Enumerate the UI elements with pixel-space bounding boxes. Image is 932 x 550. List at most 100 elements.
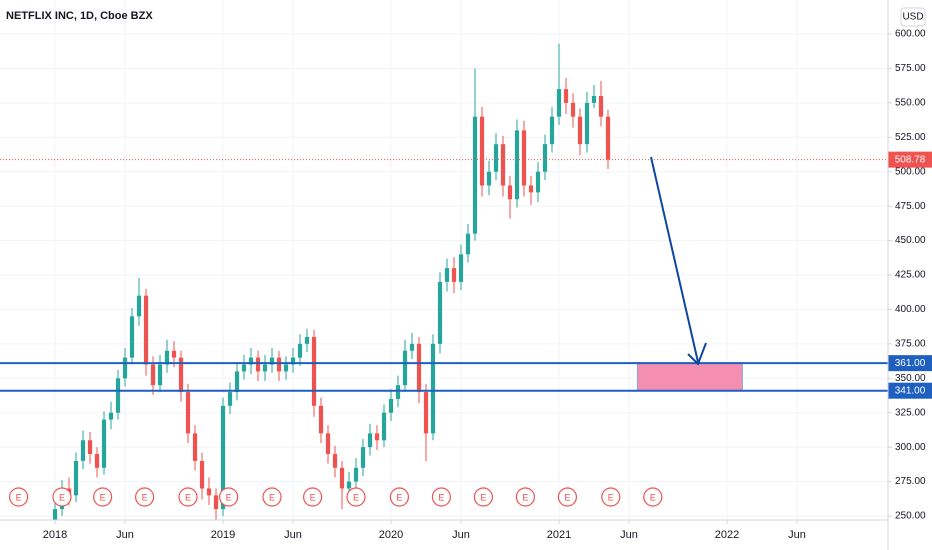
candle-body xyxy=(213,495,219,510)
earnings-marker xyxy=(515,487,536,507)
candle-body xyxy=(584,102,590,145)
y-tick-label: 425.00 xyxy=(895,270,926,281)
candle-body xyxy=(549,116,555,145)
earnings-label: E xyxy=(100,492,106,502)
x-tick-label: Jun xyxy=(116,529,134,541)
earnings-label: E xyxy=(522,492,528,502)
candle-body xyxy=(269,357,275,365)
candle-body xyxy=(367,433,373,448)
level-badge xyxy=(888,355,932,372)
target-zone xyxy=(636,362,743,392)
y-tick-label: 350.00 xyxy=(895,373,926,384)
candle-body xyxy=(465,233,471,255)
y-tick-label: 275.00 xyxy=(895,476,926,487)
y-tick-label: 600.00 xyxy=(895,29,926,40)
earnings-label: E xyxy=(16,492,22,502)
x-tick-label: 2021 xyxy=(547,529,571,541)
earnings-label: E xyxy=(310,492,316,502)
candle-body xyxy=(192,433,198,461)
candle-body xyxy=(178,357,184,393)
level-badge xyxy=(888,382,932,399)
last-price-label: 508.78 xyxy=(895,154,926,165)
level-label: 341.00 xyxy=(895,385,926,396)
y-tick-label: 400.00 xyxy=(895,304,926,315)
currency-badge[interactable] xyxy=(900,7,926,27)
candle-body xyxy=(507,185,513,200)
candle-body xyxy=(542,144,548,172)
candle-body xyxy=(262,364,268,372)
candle-body xyxy=(402,350,408,386)
candle-body xyxy=(325,433,331,455)
candle-body xyxy=(157,364,163,386)
candle-body xyxy=(479,116,485,186)
candle-body xyxy=(185,392,191,434)
y-tick-label: 500.00 xyxy=(895,166,926,177)
earnings-marker xyxy=(219,487,239,507)
candle-body xyxy=(276,357,282,372)
y-tick-label: 325.00 xyxy=(895,407,926,418)
candle-body xyxy=(486,171,492,186)
candle-body xyxy=(206,488,212,496)
arrow-head xyxy=(687,342,707,366)
last-price-badge xyxy=(888,151,932,168)
candle-body xyxy=(514,130,520,200)
earnings-marker xyxy=(178,487,198,507)
chart-title: NETFLIX INC, 1D, Cboe BZX xyxy=(6,10,153,22)
y-tick-label: 450.00 xyxy=(895,235,926,246)
overlay: 508.78 361.00 341.00 E E E E E E E E E E E E E E E E xyxy=(0,151,932,507)
level-label: 361.00 xyxy=(895,358,926,369)
candles xyxy=(52,43,611,520)
x-tick-label: 2022 xyxy=(715,529,739,541)
earnings-marker xyxy=(303,487,323,507)
grid xyxy=(0,0,888,520)
zone-layer xyxy=(636,362,743,392)
earnings-marker xyxy=(431,487,452,507)
drawn-arrow xyxy=(650,156,699,363)
candle-body xyxy=(339,467,345,489)
candle-body xyxy=(556,89,562,117)
candle-body xyxy=(108,412,114,420)
candle-body xyxy=(451,268,457,282)
earnings-label: E xyxy=(269,492,275,502)
candle-body xyxy=(290,357,296,365)
earnings-label: E xyxy=(226,492,232,502)
candle-body xyxy=(353,467,359,482)
candle-body xyxy=(199,460,205,489)
earnings-label: E xyxy=(353,492,359,502)
candle-body xyxy=(136,295,142,317)
candle-body xyxy=(171,350,177,358)
earnings-label: E xyxy=(608,492,614,502)
candle-body xyxy=(220,405,226,510)
y-tick-label: 575.00 xyxy=(895,63,926,74)
candle-body xyxy=(528,185,534,193)
candle-body xyxy=(423,392,429,434)
y-tick-label: 550.00 xyxy=(895,98,926,109)
candle-body xyxy=(458,254,464,282)
candle-body xyxy=(73,460,79,496)
candle-body xyxy=(521,130,527,186)
candle-body xyxy=(346,481,352,489)
candle-body xyxy=(129,316,135,358)
x-tick-label: Jun xyxy=(788,529,806,541)
candle-body xyxy=(143,295,149,365)
candle-body xyxy=(591,95,597,103)
candle-body xyxy=(493,144,499,172)
earnings-marker xyxy=(601,487,621,507)
earnings-label: E xyxy=(396,492,402,502)
earnings-label: E xyxy=(564,492,570,502)
candle-body xyxy=(332,454,338,468)
candle-body xyxy=(297,343,303,358)
candle-body xyxy=(416,343,422,393)
candle-body xyxy=(94,454,100,468)
x-tick-label: Jun xyxy=(620,529,638,541)
x-tick-label: 2018 xyxy=(43,529,67,541)
earnings-label: E xyxy=(480,492,486,502)
candle-body xyxy=(563,89,569,103)
currency-label: USD xyxy=(902,12,923,23)
y-tick-label: 250.00 xyxy=(895,511,926,522)
candle-body xyxy=(101,419,107,468)
candle-body xyxy=(409,343,415,351)
candle-body xyxy=(570,102,576,117)
candle-body xyxy=(535,171,541,193)
